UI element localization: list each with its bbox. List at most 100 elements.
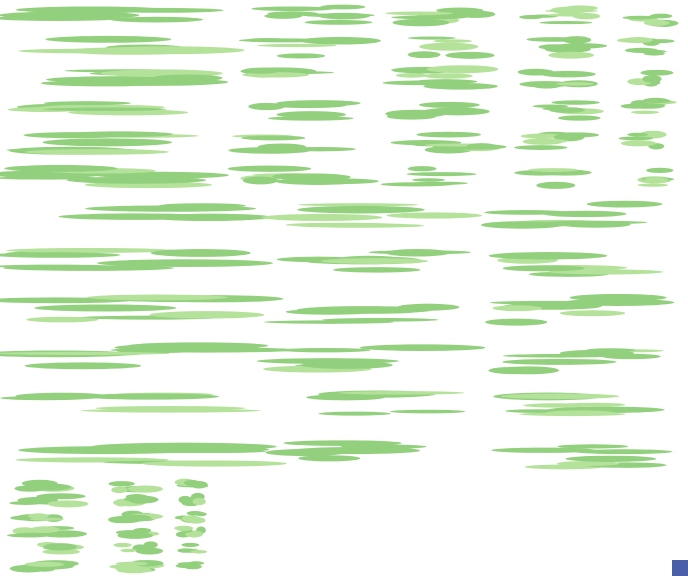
blob-cluster — [9, 493, 89, 508]
blob — [637, 183, 669, 187]
blob — [192, 497, 206, 506]
blob — [114, 343, 260, 352]
blob-cluster — [174, 478, 209, 489]
blob — [18, 446, 195, 455]
blob — [161, 216, 254, 221]
blob — [227, 165, 312, 172]
blob — [195, 512, 207, 517]
blob — [623, 37, 653, 44]
blob-cluster — [175, 561, 205, 570]
blob-cluster — [264, 303, 460, 324]
blob — [492, 305, 542, 312]
blob — [109, 564, 134, 569]
blob — [174, 525, 194, 531]
blob — [532, 104, 569, 108]
blob — [276, 111, 346, 119]
blob — [643, 20, 670, 26]
blob — [407, 166, 437, 172]
blob — [541, 220, 648, 225]
blob — [557, 115, 601, 121]
blob — [257, 43, 337, 48]
blob — [158, 203, 246, 209]
blob — [536, 181, 576, 189]
blob — [519, 81, 571, 88]
blob — [304, 19, 373, 25]
blob — [267, 11, 319, 16]
blob — [359, 344, 486, 351]
blob-cluster — [616, 37, 675, 56]
blob — [380, 182, 454, 187]
blob-cluster — [526, 36, 608, 59]
blob — [382, 80, 453, 86]
blob-cluster — [514, 168, 592, 189]
blob — [502, 358, 617, 365]
blob — [574, 449, 673, 455]
blob — [24, 561, 65, 567]
blob-cluster — [306, 390, 466, 416]
blob — [407, 36, 456, 40]
blob-cluster — [37, 541, 84, 555]
blob — [181, 542, 200, 547]
blob-cluster — [240, 67, 335, 78]
blob — [95, 171, 229, 179]
blob — [423, 73, 473, 79]
blob-cluster — [407, 36, 495, 59]
blob-cluster — [385, 7, 496, 27]
blob-cluster — [0, 392, 261, 413]
blob — [502, 265, 585, 272]
blob — [81, 408, 261, 413]
blob — [47, 500, 89, 508]
blob — [561, 36, 592, 44]
blob — [26, 316, 99, 323]
blob — [141, 460, 287, 467]
blob — [42, 549, 80, 555]
blob — [423, 83, 498, 90]
blob-cluster — [390, 131, 507, 154]
blob-cluster — [517, 68, 598, 89]
blob — [561, 402, 626, 407]
blob-cluster — [380, 166, 477, 187]
blob — [548, 45, 592, 51]
blob — [97, 259, 273, 267]
blob — [563, 5, 598, 11]
blob — [520, 133, 564, 139]
blob-cluster — [40, 69, 229, 87]
blob — [397, 303, 460, 311]
blob — [169, 449, 266, 453]
blob-cluster — [488, 348, 664, 375]
blob — [500, 393, 620, 399]
blob — [242, 176, 278, 185]
blob — [322, 317, 439, 322]
blob — [267, 116, 354, 121]
blob-cluster — [382, 65, 499, 90]
blob-cluster — [115, 527, 160, 539]
corner-square[interactable] — [672, 560, 688, 576]
blob-cluster — [532, 100, 604, 121]
blob-cluster — [10, 513, 64, 522]
blob — [531, 139, 569, 144]
blob-cluster — [251, 4, 375, 25]
blob — [42, 107, 167, 111]
blob — [3, 265, 174, 271]
blob — [338, 391, 465, 395]
blob — [466, 143, 496, 149]
blob-cluster — [174, 510, 207, 524]
blob — [548, 51, 595, 59]
blob — [23, 132, 127, 139]
blob-cluster — [7, 101, 189, 116]
blob — [115, 561, 148, 566]
blob — [448, 107, 479, 114]
blob — [622, 15, 657, 20]
blob — [559, 310, 626, 317]
blob — [87, 294, 228, 301]
blob-cluster — [177, 542, 208, 554]
blob — [17, 486, 46, 491]
blob — [242, 67, 281, 74]
blob — [620, 140, 657, 147]
blob — [320, 258, 429, 264]
blob — [395, 73, 428, 78]
blob — [553, 133, 585, 142]
blob — [183, 479, 200, 486]
blob — [257, 143, 307, 151]
